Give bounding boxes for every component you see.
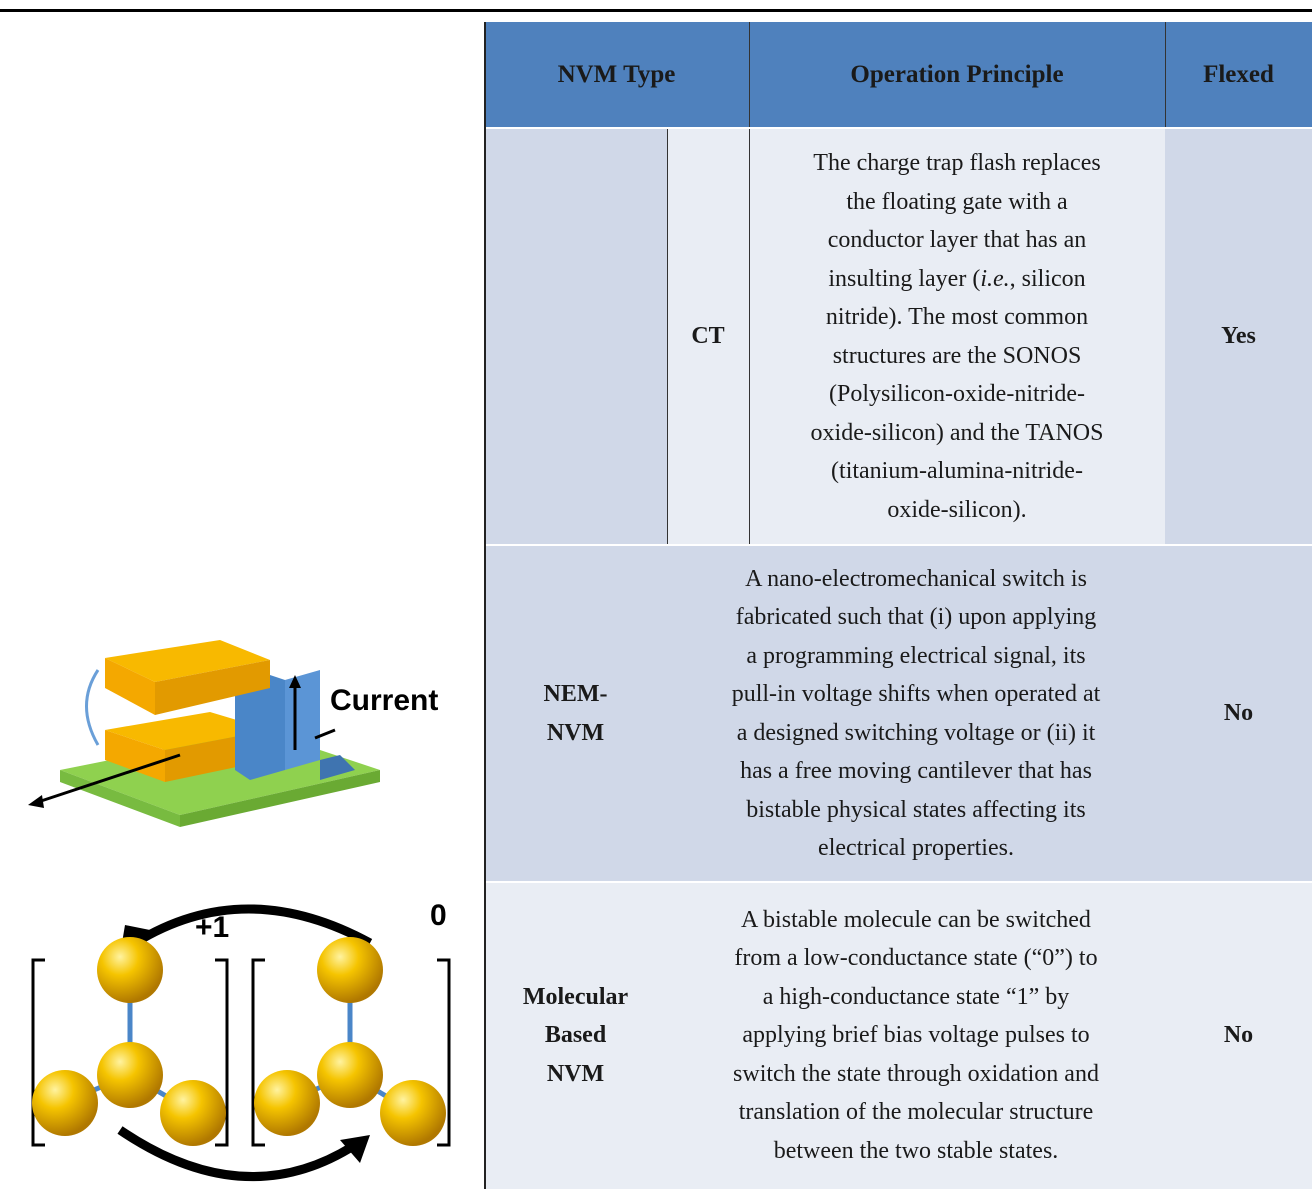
type-text: CT	[691, 323, 725, 350]
line: a designed switching voltage or (ii) it	[736, 719, 1096, 746]
line: the floating gate with a	[846, 188, 1068, 215]
line: Molecular	[522, 983, 629, 1010]
line: between the two stable states.	[773, 1137, 1059, 1164]
line: fabricated such that (i) upon applying	[735, 604, 1097, 630]
flexed-text: Yes	[1221, 323, 1256, 350]
border	[749, 22, 750, 128]
principle-cell: A nano-electromechanical switch is fabric…	[667, 545, 1165, 882]
line: switch the state through oxidation and	[733, 1060, 1099, 1087]
figure-label: Current	[330, 684, 438, 717]
type-cell: NEM- NVM	[484, 545, 667, 882]
line: oxide-silicon).	[887, 496, 1027, 523]
line: translation of the molecular structure	[738, 1099, 1094, 1126]
top-rule	[0, 9, 1312, 12]
principle-cell: The charge trap flash replaces the float…	[749, 128, 1165, 545]
line: electrical properties.	[818, 835, 1014, 861]
border	[749, 128, 750, 545]
principle-cell: A bistable molecule can be switched from …	[667, 882, 1165, 1189]
text: , silicon	[1009, 265, 1086, 292]
line: oxide-silicon) and the TANOS	[810, 419, 1104, 446]
line: The charge trap flash replaces	[813, 150, 1101, 176]
line: nitride). The most common	[825, 304, 1089, 330]
line: insulting layer (i.e., silicon	[828, 260, 1085, 299]
line: has a free moving cantilever that has	[740, 758, 1092, 784]
border	[1165, 22, 1166, 128]
line: from a low-conductance state (“0”) to	[734, 945, 1098, 972]
flexed-cell: Yes	[1165, 128, 1312, 545]
line: Based	[544, 1022, 607, 1049]
line: (titanium-alumina-nitride-	[831, 458, 1083, 484]
line: NVM	[546, 719, 605, 746]
header-text: NVM Type	[557, 60, 676, 88]
header-cell: Operation Principle	[749, 22, 1165, 128]
type-cell: CT	[667, 128, 749, 545]
molecule-figure: +1 0	[31, 899, 451, 1182]
line: structures are the SONOS	[832, 342, 1082, 369]
border	[667, 128, 668, 545]
border	[486, 881, 1312, 883]
line: A bistable molecule can be switched	[741, 906, 1091, 933]
nem-switch-figure: Current	[28, 640, 438, 827]
border	[486, 544, 1312, 546]
type-cell: Molecular Based NVM	[484, 882, 667, 1189]
line: a high-conductance state “1” by	[762, 983, 1070, 1010]
border	[484, 22, 486, 1189]
header-text: Flexed	[1203, 60, 1274, 88]
header-cell: Flexed	[1165, 22, 1312, 128]
line: bistable physical states affecting its	[746, 796, 1086, 823]
line: conductor layer that has an	[827, 227, 1087, 253]
blank-cell	[484, 128, 667, 545]
text: insulting layer (	[828, 265, 981, 292]
line: NVM	[546, 1060, 605, 1087]
flexed-text: No	[1223, 700, 1254, 727]
figure-label: 0	[430, 899, 447, 932]
flexed-text: No	[1223, 1022, 1254, 1049]
line: a programming electrical signal, its	[746, 642, 1086, 669]
border	[486, 127, 1312, 129]
flexed-cell: No	[1165, 882, 1312, 1189]
header-text: Operation Principle	[850, 60, 1064, 88]
figure-label: +1	[195, 911, 229, 944]
line: pull-in voltage shifts when operated at	[731, 681, 1101, 707]
header-cell: NVM Type	[484, 22, 749, 128]
line: NEM-	[543, 681, 608, 707]
italic-text: i.e.	[980, 265, 1010, 292]
line: applying brief bias voltage pulses to	[742, 1022, 1090, 1049]
line: A nano-electromechanical switch is	[745, 565, 1087, 592]
flexed-cell: No	[1165, 545, 1312, 882]
line: (Polysilicon-oxide-nitride-	[829, 381, 1085, 407]
